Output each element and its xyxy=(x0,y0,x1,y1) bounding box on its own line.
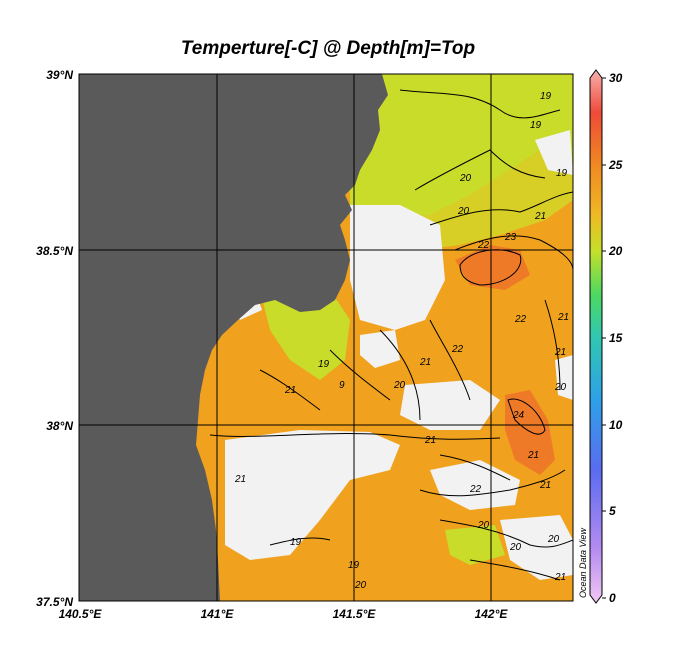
no-data-patch-2 xyxy=(225,430,400,560)
contour-line-22-diag xyxy=(429,319,471,401)
land-mass xyxy=(79,74,388,601)
x-tick-141-5: 141.5°E xyxy=(333,607,377,621)
contour-line-20-north xyxy=(399,89,561,119)
contour-label: 22 xyxy=(451,344,464,355)
contour-line-22-lower xyxy=(439,454,511,481)
no-data-patch-1 xyxy=(350,205,445,330)
contour-line-20-mid xyxy=(414,149,546,191)
contour-label: 21 xyxy=(419,357,431,368)
colorbar: 30 25 20 15 10 5 0 xyxy=(589,69,623,605)
colorbar-label-0: 0 xyxy=(609,591,616,605)
contour-label: 19 xyxy=(318,359,330,370)
x-tick-142: 142°E xyxy=(475,607,509,621)
contour-line-21-diag xyxy=(379,329,421,421)
colorbar-label-15: 15 xyxy=(609,331,623,345)
plot-frame xyxy=(78,73,574,602)
y-tick-38-5: 38.5°N xyxy=(36,244,73,258)
contour-label: 21 xyxy=(534,211,546,222)
colorbar-body xyxy=(589,69,603,604)
contour-label: 22 xyxy=(469,484,482,495)
colorbar-label-30: 30 xyxy=(609,71,623,85)
hot-spot-east-south xyxy=(505,390,555,475)
contour-label: 19 xyxy=(556,168,568,179)
graticule xyxy=(79,74,573,601)
cool-region-coast xyxy=(260,290,350,380)
contour-line-21-west xyxy=(259,369,321,411)
contour-label: 21 xyxy=(554,572,566,583)
contour-label: 21 xyxy=(424,435,436,446)
contour-label: 20 xyxy=(547,534,560,545)
no-data-patch-5 xyxy=(535,130,573,175)
contour-label: 20 xyxy=(554,382,567,393)
contour-label: 20 xyxy=(393,380,406,391)
contour-line-21-east xyxy=(544,299,561,391)
contour-line-21-lower xyxy=(469,559,561,581)
map-title: Temperture[-C] @ Depth[m]=Top xyxy=(181,38,475,59)
contour-line-23-ring xyxy=(459,249,522,286)
y-tick-38: 38°N xyxy=(46,419,73,433)
contour-label: 21 xyxy=(554,347,566,358)
contour-label: 21 xyxy=(234,474,246,485)
colorbar-label-10: 10 xyxy=(609,418,623,432)
contour-label: 21 xyxy=(539,480,551,491)
x-tick-140-5: 140.5°E xyxy=(59,607,103,621)
contour-line-22-south xyxy=(419,469,566,497)
y-tick-37-5: 37.5°N xyxy=(36,595,73,609)
contour-label: 9 xyxy=(339,380,345,391)
colorbar-label-25: 25 xyxy=(608,158,623,172)
cool-region-south xyxy=(445,525,505,565)
contour-line-19-coast xyxy=(269,537,331,546)
contour-label: 22 xyxy=(514,314,527,325)
no-data-patch-7 xyxy=(360,330,400,368)
contour-label: 19 xyxy=(530,120,542,131)
contour-label: 19 xyxy=(290,537,302,548)
colorbar-label-5: 5 xyxy=(609,504,616,518)
colorbar-label-20: 20 xyxy=(608,244,623,258)
x-tick-141: 141°E xyxy=(201,607,235,621)
contour-line-22-east xyxy=(454,235,573,271)
cool-region-north xyxy=(350,74,573,220)
contour-labels: 20 19 21 22 23 24 20 19 21 22 21 20 19 2… xyxy=(234,91,569,591)
contour-label: 20 xyxy=(459,173,472,184)
contour-label: 21 xyxy=(557,312,569,323)
odv-watermark: Ocean Data View xyxy=(578,528,588,598)
contour-line-20-south xyxy=(439,519,573,548)
plot-area: 20 19 21 22 23 24 20 19 21 22 21 20 19 2… xyxy=(79,74,573,601)
hot-spot-east-north xyxy=(455,245,530,290)
contour-line-20-west xyxy=(329,349,391,401)
y-tick-39: 39°N xyxy=(46,68,73,82)
contour-label: 23 xyxy=(504,232,517,243)
contour-label: 20 xyxy=(509,542,522,553)
no-data-patch-3 xyxy=(400,380,500,430)
no-data-patch-9 xyxy=(500,515,573,580)
contour-label: 20 xyxy=(457,206,470,217)
contour-label: 19 xyxy=(540,91,552,102)
contour-label: 20 xyxy=(354,580,367,591)
contour-label: 20 xyxy=(477,520,490,531)
no-data-patch-4 xyxy=(430,460,520,510)
contour-label: 21 xyxy=(284,385,296,396)
contour-label: 21 xyxy=(527,450,539,461)
contour-label: 24 xyxy=(512,410,525,421)
contour-line-21-south xyxy=(209,433,501,440)
contour-label: 22 xyxy=(477,240,490,251)
contour-line-21-mid xyxy=(429,191,573,226)
